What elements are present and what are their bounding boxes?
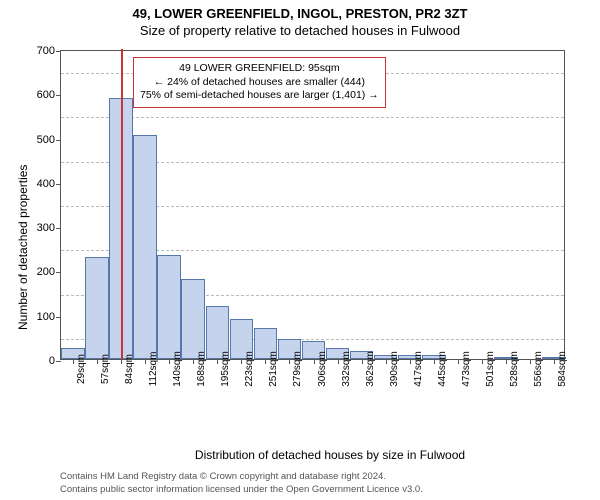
info-line3: 75% of semi-detached houses are larger (… — [140, 89, 379, 103]
x-axis-label: Distribution of detached houses by size … — [30, 448, 600, 462]
footer-text: Contains HM Land Registry data © Crown c… — [60, 471, 423, 496]
x-tick-label: 584sqm — [557, 351, 568, 387]
title-main: 49, LOWER GREENFIELD, INGOL, PRESTON, PR… — [0, 0, 600, 21]
y-tick-label: 500 — [37, 134, 55, 146]
x-tick-label: 445sqm — [437, 351, 448, 387]
info-box: 49 LOWER GREENFIELD: 95sqm← 24% of detac… — [133, 57, 386, 108]
chart-container: 49, LOWER GREENFIELD, INGOL, PRESTON, PR… — [0, 0, 600, 500]
x-tick-label: 528sqm — [509, 351, 520, 387]
plot-inner: 010020030040050060070029sqm57sqm84sqm112… — [60, 50, 565, 360]
histogram-bar — [181, 279, 205, 359]
info-line2: ← 24% of detached houses are smaller (44… — [140, 76, 379, 90]
footer-line1: Contains HM Land Registry data © Crown c… — [60, 471, 423, 483]
y-axis-label: Number of detached properties — [16, 165, 30, 330]
histogram-bar — [157, 255, 181, 359]
x-tick-label: 473sqm — [461, 351, 472, 387]
y-tick-label: 400 — [37, 178, 55, 190]
y-tick-label: 0 — [49, 355, 55, 367]
title-sub: Size of property relative to detached ho… — [0, 21, 600, 38]
y-tick-label: 700 — [37, 45, 55, 57]
footer-line2: Contains public sector information licen… — [60, 484, 423, 496]
info-line1: 49 LOWER GREENFIELD: 95sqm — [140, 62, 379, 76]
y-tick-label: 600 — [37, 89, 55, 101]
property-marker-line — [121, 49, 123, 359]
y-tick-label: 200 — [37, 266, 55, 278]
histogram-bar — [133, 135, 157, 359]
y-tick-label: 100 — [37, 311, 55, 323]
histogram-bar — [85, 257, 109, 359]
chart-area: 010020030040050060070029sqm57sqm84sqm112… — [60, 50, 580, 410]
y-tick-label: 300 — [37, 222, 55, 234]
